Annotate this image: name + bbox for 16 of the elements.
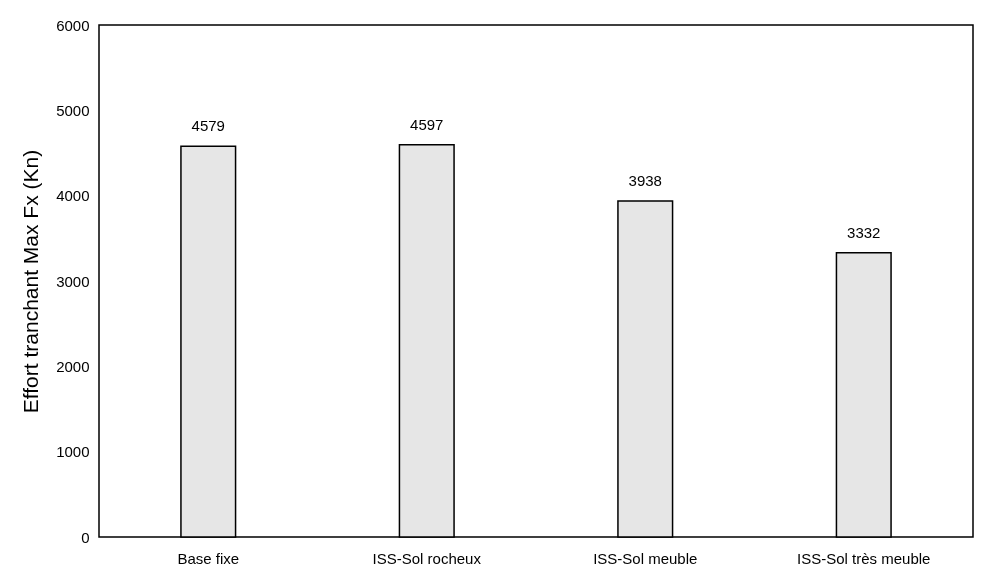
x-tick-label: Base fixe (177, 549, 240, 567)
y-tick-label: 1000 (56, 443, 90, 461)
y-tick-label: 5000 (56, 101, 90, 119)
x-tick-label: ISS-Sol meuble (593, 549, 698, 567)
data-label: 4579 (191, 117, 225, 135)
data-label: 3332 (847, 223, 881, 241)
y-tick-label: 3000 (56, 272, 90, 290)
data-label: 3938 (628, 171, 662, 189)
y-tick-label: 4000 (56, 187, 90, 205)
data-label: 4597 (410, 115, 444, 133)
x-tick-label: ISS-Sol très meuble (797, 549, 931, 567)
y-tick-label: 2000 (56, 357, 90, 375)
y-axis-title: Effort tranchant Max Fx (Kn) (19, 149, 43, 414)
y-tick-label: 6000 (56, 16, 90, 34)
x-tick-label: ISS-Sol rocheux (372, 549, 482, 567)
y-tick-label: 0 (81, 528, 90, 546)
